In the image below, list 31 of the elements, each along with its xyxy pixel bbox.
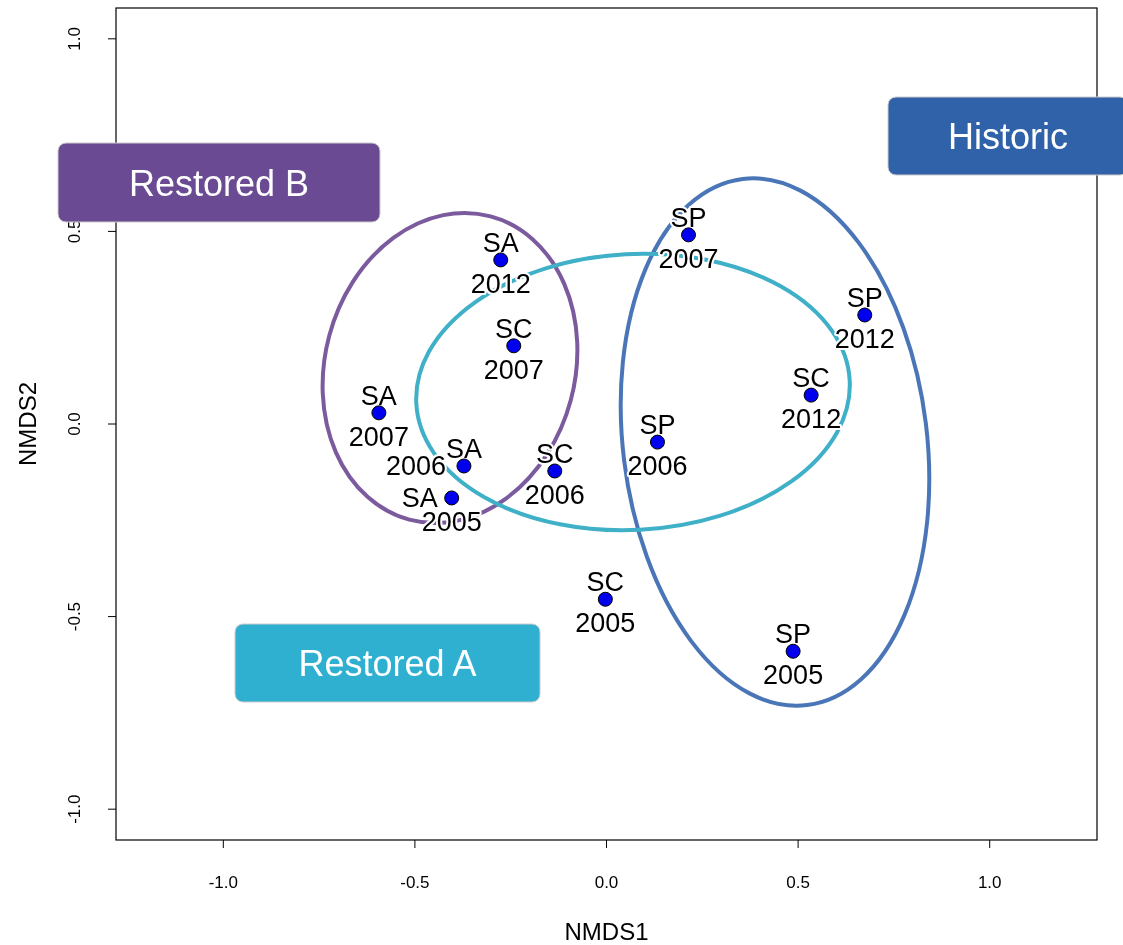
annotation: SP 2012 — [834, 282, 895, 354]
y-tick-label: 0.0 — [65, 412, 84, 436]
point — [506, 338, 522, 354]
annotation: SA 2007 — [348, 380, 409, 452]
y-tick-label: -0.5 — [65, 601, 84, 632]
point — [785, 643, 801, 659]
annotation: Restored A — [298, 643, 477, 684]
x-tick-label: 0.5 — [786, 873, 810, 892]
x-tick-label: 0.0 — [594, 873, 619, 892]
annotation: SC 2007 — [483, 313, 544, 385]
annotation: Historic — [947, 116, 1069, 157]
annotation: SC 2012 — [781, 363, 842, 435]
x-tick-label: -1.0 — [208, 873, 238, 892]
annotation: SP 2005 — [763, 619, 824, 691]
annotation: SP 2006 — [627, 410, 688, 482]
point — [597, 591, 613, 607]
point — [444, 490, 460, 506]
annotation: SC 2005 — [575, 567, 636, 639]
x-tick-label: 1.0 — [977, 873, 1002, 892]
point — [803, 387, 819, 403]
point — [371, 405, 387, 421]
x-axis-title: NMDS1 — [564, 918, 649, 945]
annotation: Restored B — [128, 162, 310, 204]
point — [649, 434, 665, 450]
point — [456, 458, 472, 474]
x-tick-label: -0.5 — [400, 873, 430, 892]
y-axis-title: NMDS2 — [14, 381, 41, 467]
y-tick-label: 1.0 — [65, 26, 84, 51]
point — [493, 252, 509, 268]
y-tick-label: -1.0 — [65, 794, 84, 824]
point — [857, 307, 873, 323]
